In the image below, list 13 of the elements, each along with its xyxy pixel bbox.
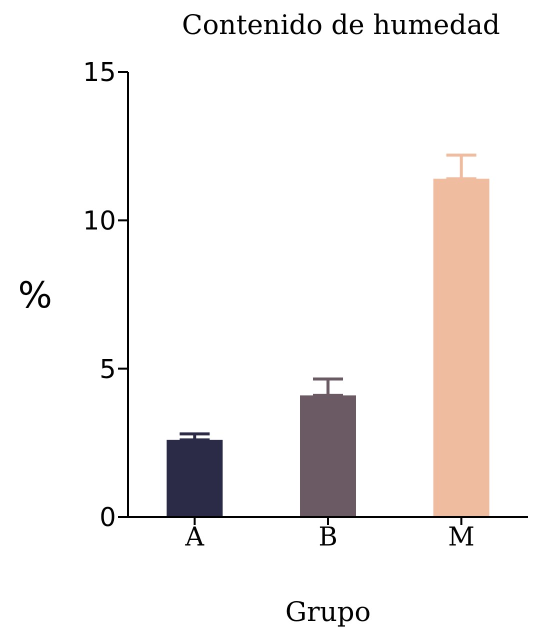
- y-tick-label: 10: [82, 206, 116, 237]
- y-axis-title: %: [18, 275, 52, 316]
- y-tick-label: 15: [82, 58, 116, 88]
- bar: [300, 395, 356, 517]
- x-tick-label: A: [184, 522, 206, 552]
- y-tick-label: 0: [99, 503, 116, 534]
- bar: [433, 178, 490, 517]
- x-tick-label: M: [448, 522, 475, 552]
- x-tick-label: B: [318, 522, 338, 552]
- y-tick-label: 5: [99, 354, 116, 385]
- x-axis-title: Grupo: [285, 597, 371, 628]
- chart-title: Contenido de humedad: [180, 10, 502, 41]
- bar: [166, 440, 223, 517]
